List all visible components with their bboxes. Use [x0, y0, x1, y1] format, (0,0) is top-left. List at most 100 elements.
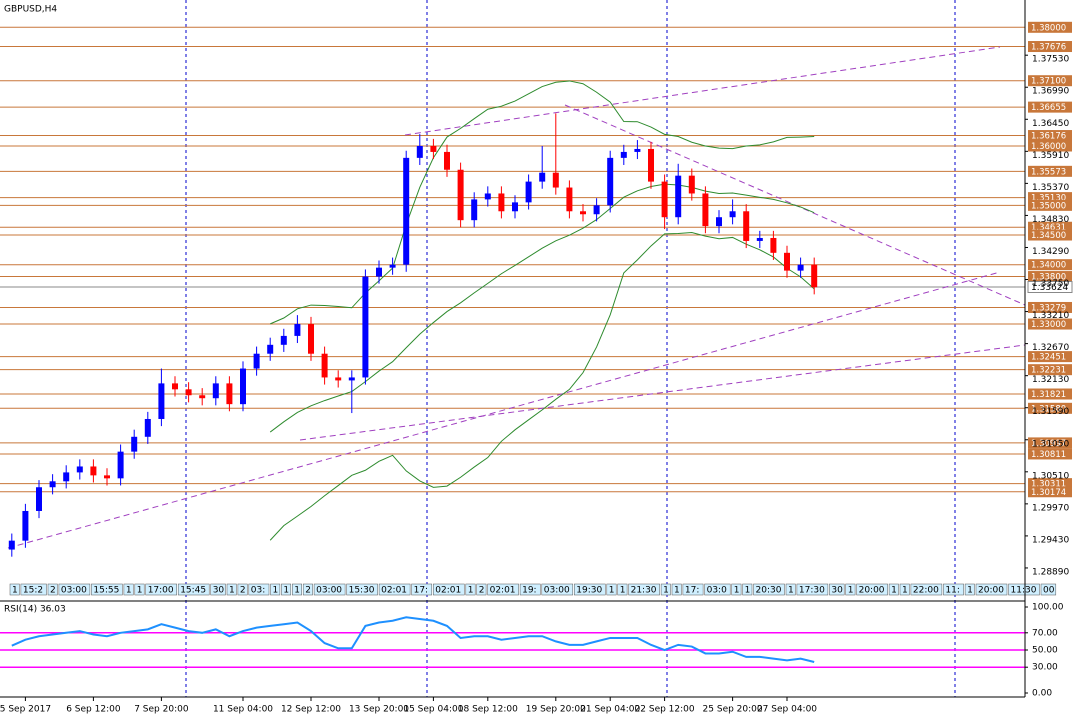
y-tick-label: 1.29970	[1032, 503, 1069, 513]
bollinger-band	[269, 183, 815, 433]
candle-body	[811, 264, 818, 288]
time-marker: 1	[734, 586, 740, 596]
x-tick-label: 27 Sep 04:00	[757, 705, 817, 715]
x-tick-label: 21 Sep 04:00	[580, 705, 640, 715]
level-box	[1028, 301, 1072, 313]
y-tick-label: 1.34290	[1032, 247, 1069, 257]
time-marker-box	[574, 583, 606, 596]
level-label: 1.37100	[1031, 77, 1066, 87]
rsi-tick-label: 0.00	[1032, 689, 1052, 699]
time-marker: 1	[902, 586, 908, 596]
level-box	[1028, 130, 1072, 142]
time-marker: 30	[213, 586, 225, 596]
time-marker: 1	[468, 586, 474, 596]
time-marker-box	[281, 583, 292, 596]
level-label: 1.35000	[1031, 201, 1066, 211]
time-marker-box	[487, 583, 519, 596]
level-label: 1.33000	[1031, 320, 1066, 330]
time-marker: 11:30	[1011, 586, 1037, 596]
candle-body	[675, 175, 682, 218]
y-tick-label: 1.31050	[1032, 439, 1069, 449]
x-tick-label: 18 Sep 12:00	[458, 705, 518, 715]
bollinger-band	[270, 80, 815, 325]
rsi-line	[11, 616, 815, 663]
time-marker-box	[519, 583, 541, 596]
candle-body	[444, 151, 450, 170]
price-axis: 1.38000 1.37676 1.37100 1.36655 1.361761.360…	[1025, 21, 1073, 577]
time-marker-box	[58, 583, 91, 596]
time-marker-box	[465, 583, 476, 596]
time-marker-box	[346, 583, 378, 596]
candle-body	[620, 151, 627, 158]
trendline	[404, 46, 1001, 136]
level-box	[1028, 271, 1072, 283]
time-marker-box	[134, 583, 145, 596]
candle-body	[294, 324, 301, 336]
candle-body	[729, 211, 736, 218]
level-label: 1.36000	[1031, 142, 1066, 152]
y-tick-label: 1.33750	[1032, 279, 1069, 289]
time-marker: 19:30	[576, 586, 602, 596]
time-marker-box	[270, 583, 281, 596]
time-marker-box	[433, 583, 465, 596]
y-tick-label: 1.35370	[1032, 183, 1069, 193]
bollinger-band	[269, 232, 815, 541]
x-tick-label: 5 Sep 2017	[0, 705, 51, 715]
time-marker-box	[964, 583, 975, 596]
level-box	[1028, 101, 1072, 113]
time-marker: 20:00	[978, 586, 1004, 596]
time-marker: 03:00	[61, 586, 87, 596]
time-marker-box	[671, 583, 682, 596]
candle-body	[63, 472, 70, 482]
time-marker-box	[313, 583, 346, 596]
candle-body	[403, 157, 410, 265]
level-box	[1028, 21, 1072, 33]
time-marker: 2	[240, 586, 246, 596]
candle-body	[457, 169, 464, 221]
time-marker-box	[411, 583, 433, 596]
level-label: 1.31580	[1031, 404, 1066, 414]
time-marker-box	[856, 583, 888, 596]
candle-body	[743, 211, 750, 241]
time-marker-box	[177, 583, 210, 596]
candle-body	[756, 237, 763, 241]
time-marker-box	[292, 583, 302, 596]
time-marker-box	[91, 583, 123, 596]
bands	[269, 80, 815, 541]
level-box	[1028, 229, 1072, 241]
candle-body	[376, 267, 382, 277]
time-marker: 1	[609, 586, 615, 596]
level-box	[1028, 140, 1072, 152]
time-marker: 2	[479, 586, 485, 596]
candle-body	[76, 466, 83, 473]
time-marker: 1	[294, 586, 300, 596]
candle-body	[716, 217, 722, 227]
y-tick-label: 1.28890	[1032, 567, 1069, 577]
rsi-title: RSI(14) 36.03	[4, 605, 66, 615]
time-marker-box	[47, 583, 58, 596]
time-marker-box	[910, 583, 943, 596]
time-marker: 03:00	[544, 586, 570, 596]
rsi-tick-label: 30.00	[1032, 663, 1058, 673]
candle-body	[348, 377, 355, 381]
candle-body	[362, 276, 369, 378]
time-marker-box	[541, 583, 574, 596]
time-marker: 1	[674, 586, 680, 596]
time-marker-box	[302, 583, 313, 596]
time-marker-box	[606, 583, 617, 596]
y-tick-label: 1.32130	[1032, 375, 1069, 385]
candle-body	[566, 187, 573, 212]
y-tick-label: 1.37530	[1032, 55, 1069, 65]
candle-body	[648, 148, 654, 182]
time-marker-box	[943, 583, 964, 596]
time-marker-box	[237, 583, 248, 596]
candle-body	[593, 205, 600, 215]
level-box	[1028, 75, 1072, 87]
level-label: 1.35573	[1031, 167, 1066, 177]
time-marker: 03:00	[316, 586, 342, 596]
candle-body	[185, 389, 192, 396]
time-marker: 1	[848, 586, 854, 596]
level-box	[1028, 364, 1072, 376]
candle-body	[784, 252, 790, 271]
